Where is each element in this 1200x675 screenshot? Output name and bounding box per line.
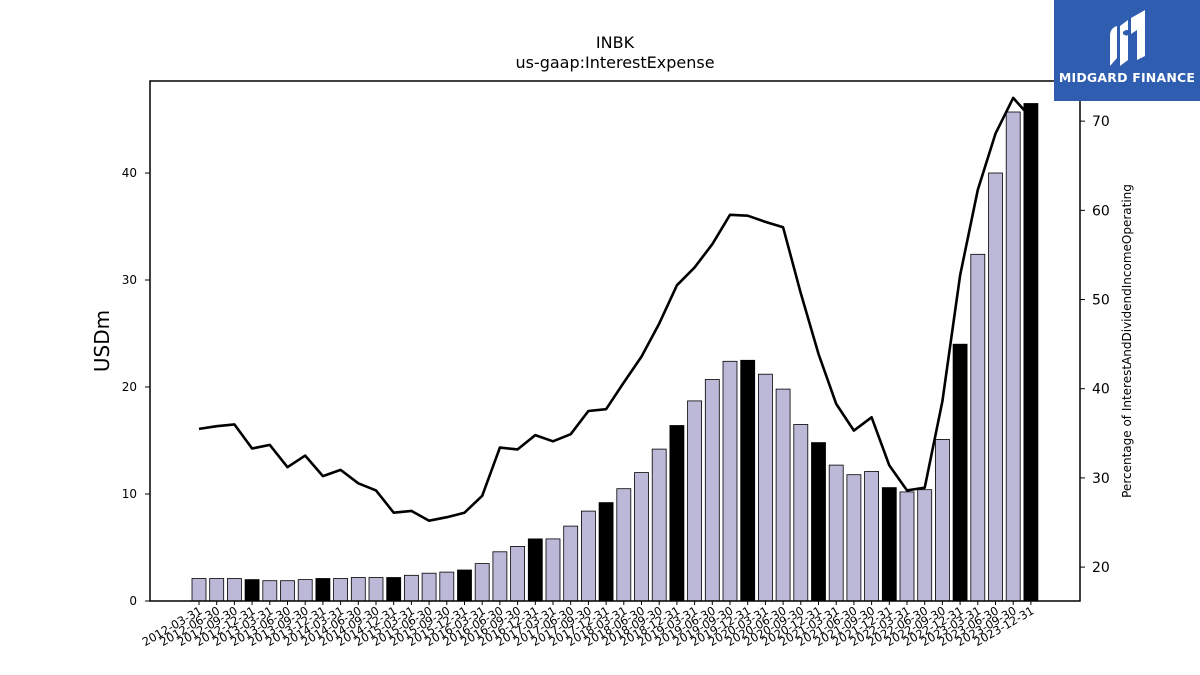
bar-2014-03-31 (333, 578, 349, 602)
bar-2019-06-30 (704, 379, 720, 602)
y2-tick-label: 30 (1092, 471, 1110, 487)
bar-2020-12-31 (811, 442, 826, 602)
bar-2013-06-30 (280, 580, 295, 602)
bar-2016-06-30 (492, 551, 508, 602)
y2-tick-label: 50 (1092, 293, 1110, 309)
bar-2016-09-30 (510, 546, 526, 602)
bar-2021-03-31 (828, 464, 844, 602)
logo-text: MIDGARD FINANCE (1058, 70, 1196, 85)
bar-2023-09-30 (1005, 111, 1021, 602)
bar-2017-06-30 (563, 525, 579, 602)
y2-tick-label: 60 (1092, 203, 1110, 219)
bar-2023-12-31 (1023, 103, 1039, 602)
y-tick-label: 0 (129, 594, 137, 608)
bar-2013-12-31 (315, 578, 331, 602)
bar-2018-09-30 (651, 448, 667, 602)
bar-2016-12-31 (527, 538, 543, 602)
bar-2015-03-31 (403, 574, 419, 602)
bar-2022-03-31 (899, 491, 915, 602)
bar-2014-06-30 (350, 577, 366, 602)
y2-tick-label: 40 (1092, 382, 1110, 398)
y-axis-label: USDm (90, 310, 114, 372)
bar-2014-09-30 (368, 577, 384, 602)
bar-2015-09-30 (439, 571, 455, 602)
chart-subtitle: us-gaap:InterestExpense (515, 53, 714, 72)
y2-tick-label: 70 (1092, 114, 1110, 130)
bar-2022-12-31 (952, 343, 968, 602)
bar-2021-06-30 (846, 474, 862, 602)
bar-2018-03-31 (616, 488, 632, 602)
bar-2012-03-31 (191, 578, 207, 602)
y2-axis-label: Percentage of InterestAndDividendIncomeO… (1120, 184, 1134, 498)
bar-2015-12-31 (457, 569, 472, 602)
line-series (198, 96, 1032, 523)
bar-2019-09-30 (722, 360, 738, 602)
bar-2022-09-30 (935, 438, 950, 602)
y-tick-label: 10 (122, 487, 137, 501)
y-tick-label: 40 (122, 166, 137, 180)
bar-2013-03-31 (262, 580, 278, 602)
bar-2020-03-31 (758, 373, 773, 602)
bar-2012-09-30 (226, 578, 242, 602)
bar-2017-12-31 (598, 502, 614, 602)
bar-2013-09-30 (297, 579, 313, 602)
bar-2014-12-31 (386, 577, 402, 602)
chart-title: INBK (596, 33, 635, 52)
bar-2018-06-30 (634, 472, 649, 602)
bar-2018-12-31 (669, 425, 685, 602)
bar-2017-03-31 (545, 538, 561, 602)
bar-2021-09-30 (864, 471, 879, 602)
y2-tick-label: 20 (1092, 560, 1110, 576)
bar-series (191, 103, 1039, 602)
bar-2022-06-30 (917, 489, 933, 602)
bar-2012-12-31 (244, 579, 260, 602)
logo-mark-icon (1110, 10, 1145, 66)
bar-2019-12-31 (740, 359, 756, 602)
axes: 2012-03-312012-06-302012-09-302012-12-31… (122, 114, 1110, 649)
midgard-finance-logo: MIDGARD FINANCE (1054, 0, 1200, 101)
y-tick-label: 20 (122, 380, 137, 394)
bar-2012-06-30 (209, 578, 225, 602)
bar-2019-03-31 (687, 400, 702, 602)
bar-2017-09-30 (581, 510, 596, 602)
bar-2020-06-30 (775, 388, 791, 602)
line-path (198, 96, 1032, 523)
bar-2023-03-31 (970, 253, 986, 602)
bar-2016-03-31 (474, 563, 490, 602)
bar-2015-06-30 (421, 572, 437, 602)
bar-2020-09-30 (793, 424, 809, 602)
y-tick-label: 30 (122, 273, 137, 287)
bar-2023-06-30 (988, 172, 1003, 602)
plot-frame (149, 80, 1081, 602)
bar-2021-12-31 (881, 487, 897, 602)
